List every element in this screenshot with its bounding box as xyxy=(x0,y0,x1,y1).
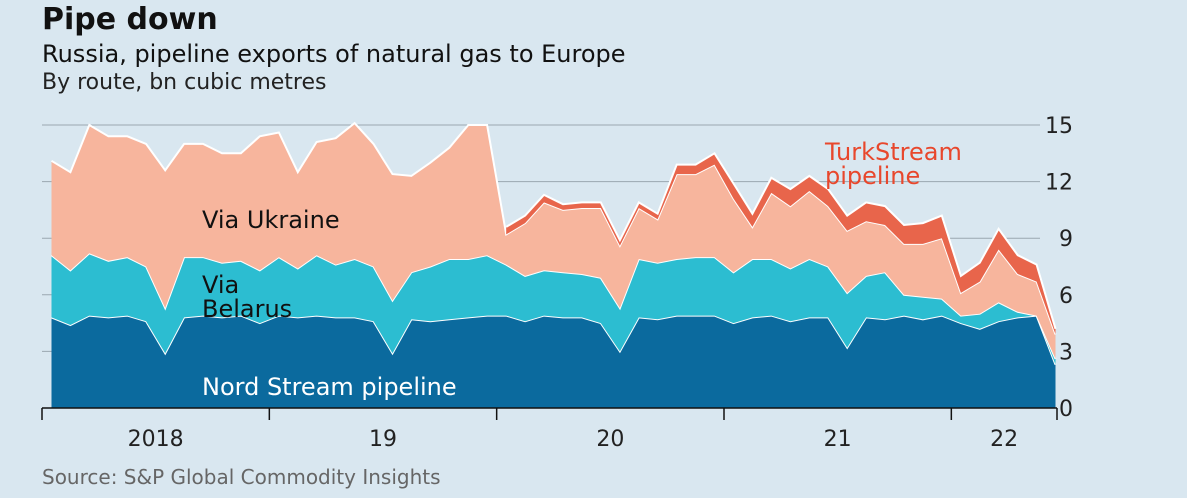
series-label: Via Ukraine xyxy=(202,206,340,234)
areas xyxy=(50,121,1057,408)
x-tick-label: 21 xyxy=(824,427,852,452)
chart-subtitle: Russia, pipeline exports of natural gas … xyxy=(42,40,626,68)
area-edge xyxy=(505,151,1057,330)
source: Source: S&P Global Commodity Insights xyxy=(42,465,441,489)
area-fill xyxy=(51,123,1056,359)
series-label: Nord Stream pipeline xyxy=(202,373,457,401)
series-labels: Nord Stream pipeline Via Belarus Via Ukrain… xyxy=(202,138,962,401)
series-label: TurkStream pipeline xyxy=(824,138,962,190)
x-tick-label: 2018 xyxy=(128,427,184,452)
area-fill xyxy=(51,315,1056,408)
unit-label: By route, bn cubic metres xyxy=(42,70,326,95)
y-tick-label: 9 xyxy=(1059,227,1073,252)
y-tick-label: 15 xyxy=(1045,114,1073,139)
area-fill xyxy=(51,253,1056,365)
x-tick-label: 20 xyxy=(596,427,624,452)
area-fill xyxy=(506,153,1056,335)
y-tick-label: 6 xyxy=(1059,284,1073,309)
x-tick-label: 19 xyxy=(369,427,397,452)
y-tick-label: 12 xyxy=(1045,171,1073,196)
series-label: Via Belarus xyxy=(202,271,292,323)
x-tick-label: 22 xyxy=(990,427,1018,452)
axes: 0 3 6 9 12 15 2018 19 20 21 22 xyxy=(41,114,1073,452)
y-tick-label: 0 xyxy=(1059,397,1073,422)
y-tick-label: 3 xyxy=(1059,340,1073,365)
chart-title: Pipe down xyxy=(42,2,218,37)
